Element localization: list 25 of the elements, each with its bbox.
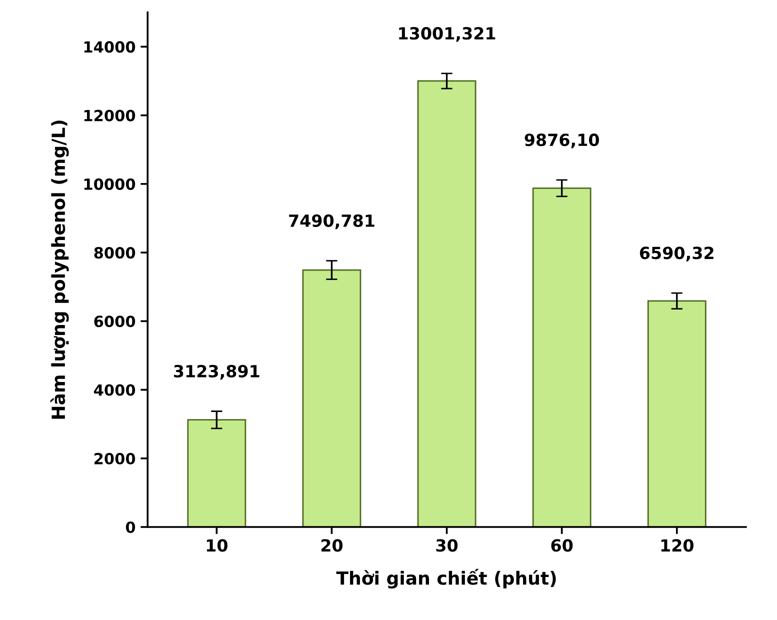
y-tick-label: 0	[126, 521, 136, 534]
data-label: 7490,781	[289, 214, 374, 230]
data-label: 9876,10	[524, 134, 599, 148]
bar	[532, 187, 592, 527]
bar	[302, 269, 362, 527]
y-tick-label: 2000	[94, 452, 136, 464]
y-tick-label: 8000	[94, 247, 136, 259]
y-tick-label: 14000	[84, 41, 136, 53]
bar	[417, 80, 476, 527]
x-tick-label: 120	[661, 539, 694, 552]
x-tick-label: 20	[321, 539, 343, 552]
bar	[647, 300, 706, 527]
y-tick-label: 6000	[94, 316, 136, 328]
data-label: 6590,32	[640, 246, 714, 262]
bar	[187, 419, 246, 527]
x-axis-title: Thời gian chiết (phút)	[336, 568, 556, 589]
x-tick-label: 30	[436, 539, 458, 552]
data-label: 13001,321	[399, 27, 496, 42]
y-tick-label: 4000	[94, 384, 136, 396]
x-tick-label: 60	[551, 539, 573, 552]
y-tick-label: 12000	[84, 110, 136, 122]
y-tick-label: 10000	[84, 178, 136, 190]
y-axis-title: Hàm lượng polyphenol (mg/L)	[50, 120, 69, 419]
data-label: 3123,891	[174, 364, 260, 380]
x-tick-label: 10	[206, 539, 228, 552]
